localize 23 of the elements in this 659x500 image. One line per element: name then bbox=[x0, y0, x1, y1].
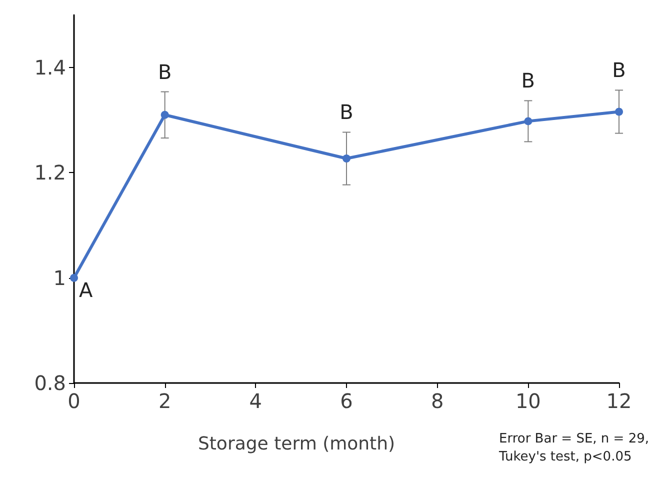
x-tick-label: 4 bbox=[249, 389, 262, 413]
x-axis-title: Storage term (month) bbox=[198, 434, 396, 454]
point bbox=[342, 154, 350, 163]
y-tick-label: 0.8 bbox=[34, 371, 66, 395]
x-tick-label: 0 bbox=[68, 389, 80, 413]
annotation: B bbox=[612, 58, 626, 82]
point bbox=[160, 110, 169, 119]
point bbox=[524, 117, 532, 126]
annotation: B bbox=[521, 68, 536, 93]
y-tick-label: 1.4 bbox=[34, 56, 66, 80]
point bbox=[615, 108, 623, 116]
y-tick-label: 1.2 bbox=[34, 160, 66, 185]
annotation: B bbox=[340, 100, 354, 124]
annotation: A bbox=[79, 278, 93, 302]
y-tick-label: 1 bbox=[53, 266, 66, 290]
x-tick-label: 6 bbox=[340, 389, 353, 413]
text: Error Bar = SE, n = 29, Tukey's test, p<0.05 bbox=[498, 432, 650, 464]
x-tick-label: 8 bbox=[430, 389, 444, 413]
annotation: B bbox=[158, 60, 172, 84]
x-tick-label: 2 bbox=[158, 389, 172, 413]
x-tick-label: 10 bbox=[515, 389, 541, 413]
x-tick-label: 12 bbox=[606, 389, 632, 413]
point bbox=[70, 274, 78, 282]
